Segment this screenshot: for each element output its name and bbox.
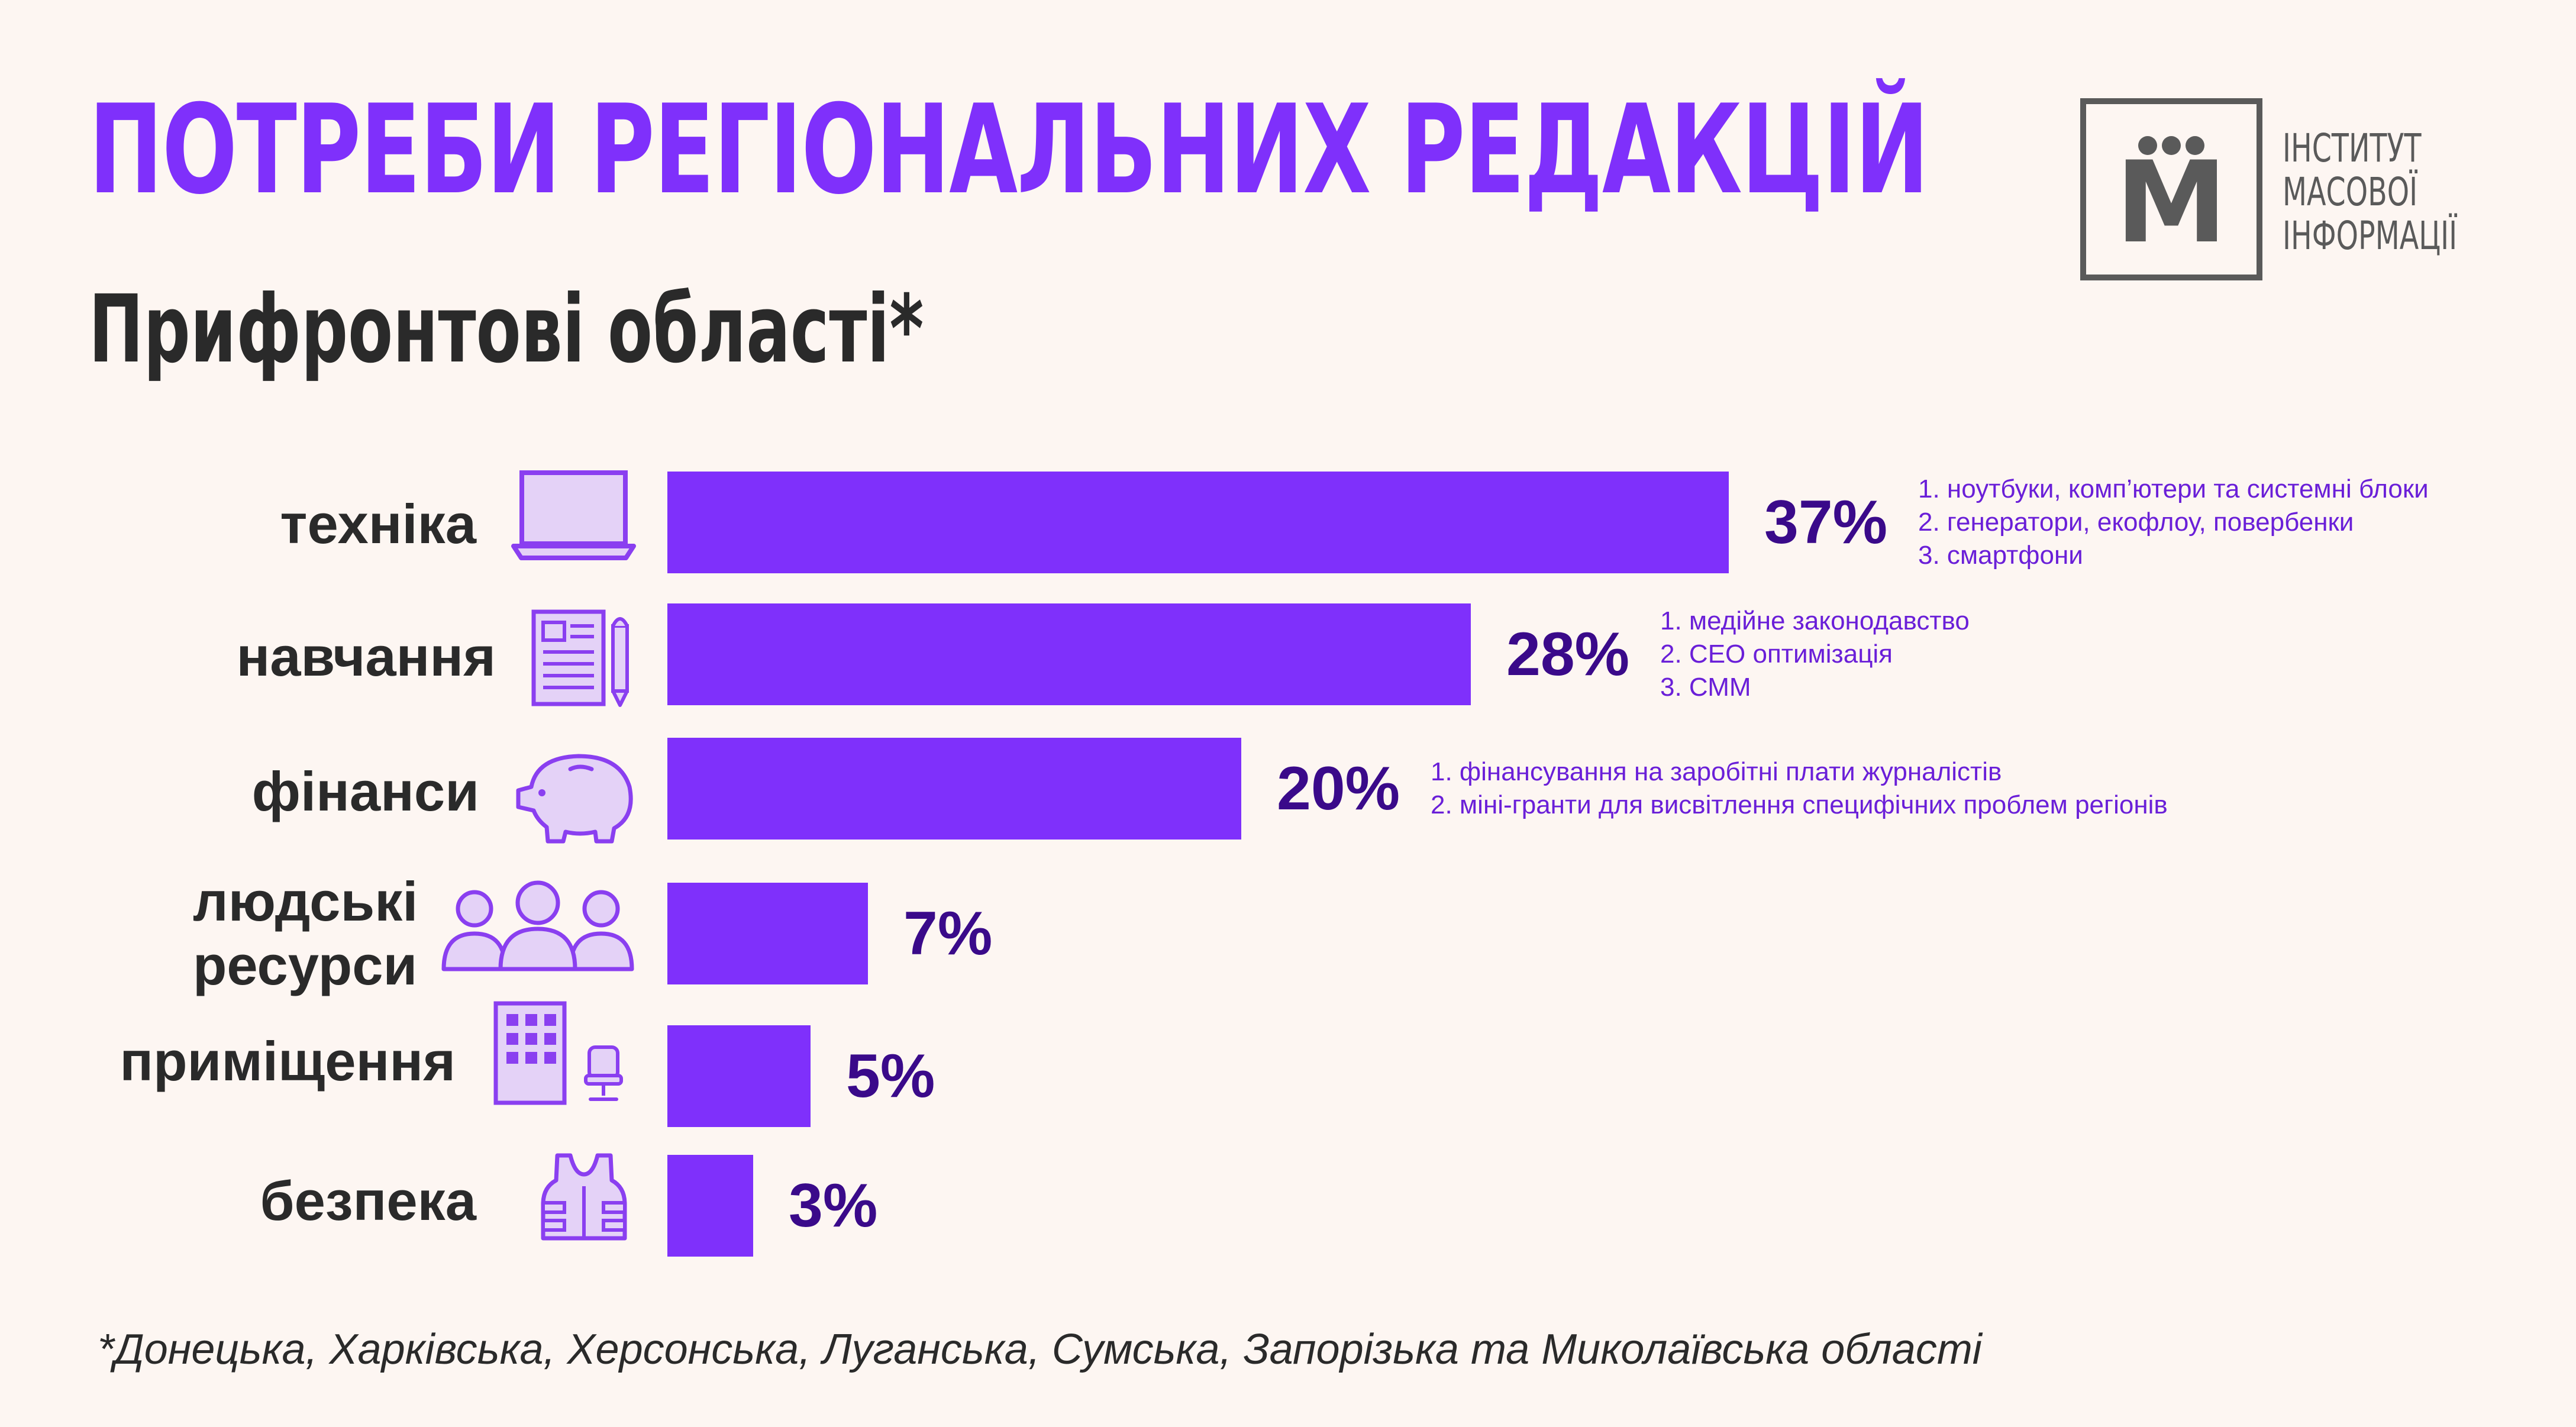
page-subtitle: Прифронтові області* (89, 275, 924, 384)
category-label: людські ресурси (193, 870, 418, 996)
annotation-item: 2. міні-гранти для висвітлення специфічн… (1431, 790, 2168, 819)
piggy-bank-icon (514, 745, 638, 845)
annotation-list: 1. медійне законодавство 2. СЕО оптимізац… (1660, 605, 1970, 704)
annotation-item: 3. СММ (1660, 673, 1751, 702)
category-label: фінанси (251, 760, 479, 822)
laptop-icon (510, 469, 637, 563)
bar (667, 472, 1729, 573)
bulletproof-vest-icon (540, 1151, 628, 1243)
logo: М (2080, 98, 2262, 280)
annotation-list: 1. фінансування на заробітні плати журна… (1431, 756, 2168, 822)
data-label: 37% (1764, 488, 1888, 557)
logo-line: ІНФОРМАЦІЇ (2283, 213, 2458, 259)
annotation-item: 1. фінансування на заробітні плати журна… (1431, 757, 2002, 786)
data-label: 3% (789, 1171, 878, 1240)
annotation-item: 2. генератори, екофлоу, повербенки (1918, 508, 2354, 537)
category-label: навчання (236, 625, 496, 687)
office-building-icon (492, 1000, 633, 1106)
data-label: 7% (903, 899, 993, 968)
logo-letter: М (2115, 137, 2227, 268)
people-icon (439, 879, 637, 974)
data-label: 5% (846, 1042, 935, 1110)
category-label: безпека (260, 1170, 476, 1232)
annotation-item: 2. СЕО оптимізація (1660, 640, 1893, 669)
footnote: *Донецька, Харківська, Херсонська, Луган… (98, 1326, 1982, 1373)
bar (667, 883, 868, 984)
logo-text: ІНСТИТУТ МАСОВОЇ ІНФОРМАЦІЇ (2283, 127, 2457, 258)
bar (667, 1025, 811, 1127)
annotation-item: 3. смартфони (1918, 541, 2083, 570)
logo-line: ІНСТИТУТ (2283, 125, 2422, 171)
document-pen-icon (530, 608, 634, 708)
logo-mark-icon: М (2115, 136, 2228, 268)
data-label: 28% (1506, 620, 1630, 689)
category-label: техніка (280, 493, 476, 555)
bar (667, 603, 1471, 705)
logo-line: МАСОВОЇ (2283, 169, 2418, 215)
annotation-list: 1. ноутбуки, комп’ютери та системні блок… (1918, 473, 2429, 572)
bar (667, 738, 1241, 840)
page-title: ПОТРЕБИ РЕГІОНАЛЬНИХ РЕДАКЦІЙ (89, 79, 1929, 222)
annotation-item: 1. ноутбуки, комп’ютери та системні блок… (1918, 474, 2429, 503)
annotation-item: 1. медійне законодавство (1660, 606, 1970, 635)
bar (667, 1155, 753, 1257)
category-label: приміщення (120, 1030, 456, 1092)
data-label: 20% (1277, 754, 1400, 823)
